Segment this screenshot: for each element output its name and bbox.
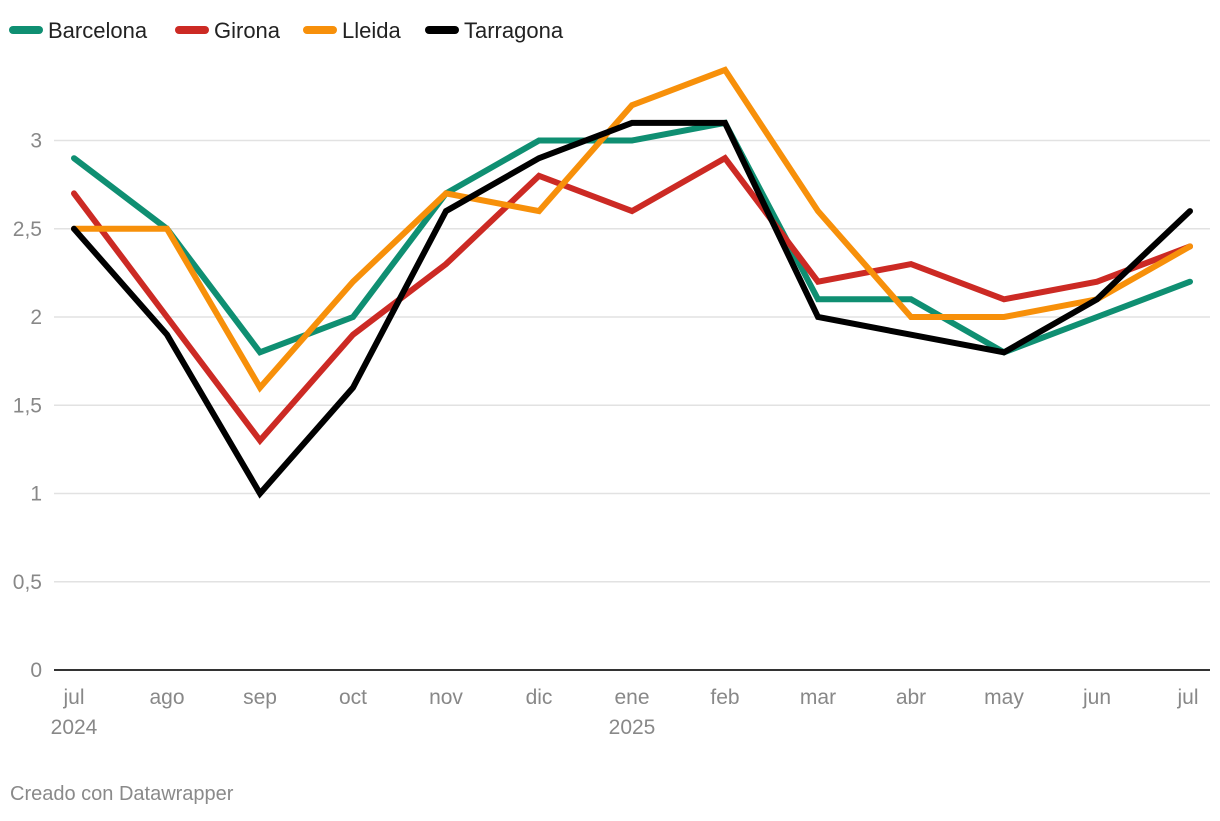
x-tick-label: jun (1082, 686, 1111, 709)
x-tick-label: oct (339, 686, 367, 709)
legend: Barcelona Girona Lleida Tarragona (9, 18, 564, 43)
x-tick-label: feb (710, 686, 739, 709)
legend-label: Barcelona (48, 18, 148, 43)
x-tick-label: dic (526, 686, 553, 709)
y-tick-label: 0 (30, 659, 42, 682)
x-tick-label: jul (62, 686, 84, 709)
y-tick-label: 2 (30, 306, 42, 329)
series-line-tarragona (71, 119, 1193, 499)
x-tick-label: abr (896, 686, 926, 709)
legend-item-barcelona: Barcelona (9, 18, 148, 43)
x-tick-label: nov (429, 686, 463, 709)
x-axis: jul ago sep oct nov dic ene feb mar abr may jun jul 2… (51, 686, 1199, 739)
x-tick-label: mar (800, 686, 836, 709)
footer-credit: Creado con Datawrapper (10, 783, 234, 805)
x-year-label: 2025 (609, 716, 656, 739)
legend-label: Tarragona (464, 18, 564, 43)
y-tick-label: 2,5 (13, 218, 42, 241)
series-line-girona (71, 154, 1193, 446)
x-tick-label: may (984, 686, 1024, 709)
legend-item-lleida: Lleida (303, 18, 401, 43)
x-tick-label: ene (614, 686, 649, 709)
x-year-label: 2024 (51, 716, 98, 739)
legend-label: Lleida (342, 18, 401, 43)
x-tick-label: jul (1176, 686, 1198, 709)
series-line-lleida (71, 66, 1193, 393)
y-tick-label: 0,5 (13, 571, 42, 594)
y-tick-label: 1,5 (13, 394, 42, 417)
y-tick-label: 1 (30, 483, 42, 506)
y-axis: 0 0,5 1 1,5 2 2,5 3 (13, 130, 42, 683)
legend-item-tarragona: Tarragona (425, 18, 564, 43)
legend-label: Girona (214, 18, 281, 43)
grid-lines (54, 139, 1210, 671)
legend-item-girona: Girona (175, 18, 281, 43)
y-tick-label: 3 (30, 130, 42, 153)
x-tick-label: ago (149, 686, 184, 709)
series-line-barcelona (71, 119, 1193, 356)
series-lines (71, 66, 1193, 499)
x-tick-label: sep (243, 686, 277, 709)
